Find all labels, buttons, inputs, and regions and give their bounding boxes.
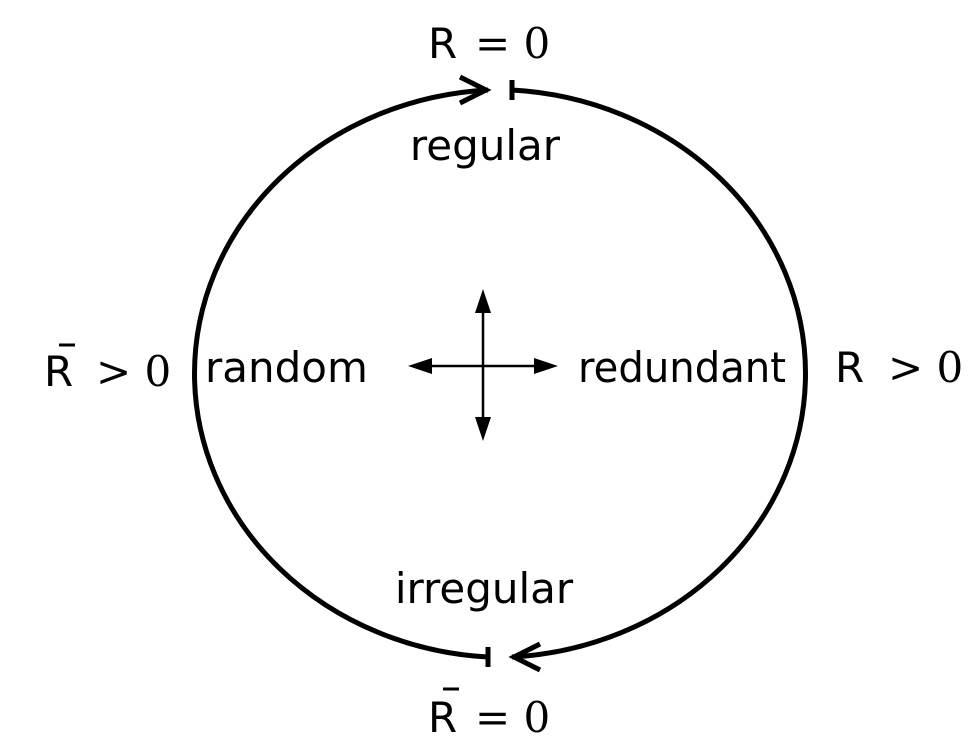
cycle-arc-right: [511, 87, 808, 660]
four-way-arrow-icon: [408, 289, 558, 441]
cycle-arc-left: [192, 87, 489, 660]
condition-left-symbol: R: [44, 347, 73, 396]
condition-right-relation: > 0: [888, 343, 963, 392]
label-irregular: irregular: [395, 564, 574, 613]
condition-bottom: R = 0: [428, 687, 550, 742]
label-redundant: redundant: [578, 343, 786, 392]
condition-bottom-symbol: R: [428, 693, 457, 742]
condition-bottom-relation: = 0: [475, 693, 550, 742]
condition-left: R > 0: [44, 343, 171, 396]
condition-right-symbol: R: [835, 343, 864, 392]
top-arrowhead-icon: [458, 74, 492, 106]
condition-top-relation: = 0: [475, 19, 550, 68]
condition-top-symbol: R: [428, 19, 457, 68]
condition-left-relation: > 0: [96, 347, 171, 396]
bottom-arrowhead-icon: [508, 641, 542, 673]
label-random: random: [205, 343, 368, 392]
condition-right: R > 0: [835, 343, 963, 392]
label-regular: regular: [410, 121, 561, 170]
condition-top: R = 0: [428, 19, 550, 68]
